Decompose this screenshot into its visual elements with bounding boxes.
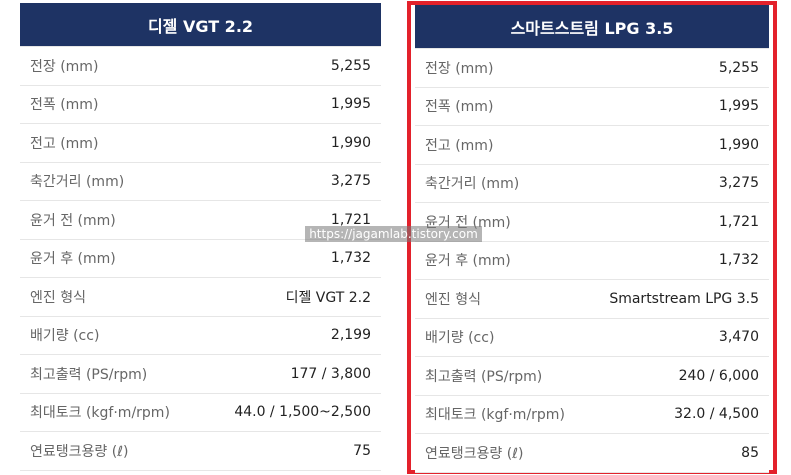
row-value: 1,995 <box>330 96 371 113</box>
row-value: 32.0 / 4,500 <box>674 406 759 423</box>
row-label: 축간거리 (mm) <box>425 176 520 193</box>
row-value: 1,721 <box>718 213 759 230</box>
table-row: 전폭 (mm) 1,995 <box>20 86 381 124</box>
row-value: 85 <box>741 444 759 461</box>
row-label: 연료탱크용량 (ℓ) <box>425 445 524 462</box>
row-label: 전장 (mm) <box>425 60 494 77</box>
row-value: 디젤 VGT 2.2 <box>285 289 371 306</box>
table-row: 엔진 형식 Smartstream LPG 3.5 <box>415 280 769 319</box>
row-value: Smartstream LPG 3.5 <box>609 290 759 307</box>
row-label: 축간거리 (mm) <box>30 174 125 191</box>
row-label: 윤거 후 (mm) <box>30 251 116 268</box>
table-title: 디젤 VGT 2.2 <box>20 3 381 46</box>
table-title: 스마트스트림 LPG 3.5 <box>415 5 769 48</box>
row-value: 240 / 6,000 <box>678 367 759 384</box>
row-value: 1,990 <box>330 134 371 151</box>
watermark: https://jagamlab.tistory.com <box>305 226 482 242</box>
row-value: 44.0 / 1,500~2,500 <box>234 404 371 421</box>
row-value: 1,732 <box>330 250 371 267</box>
row-label: 배기량 (cc) <box>30 328 100 345</box>
table-row: 윤거 후 (mm) 1,732 <box>415 242 769 280</box>
row-label: 전고 (mm) <box>425 137 494 154</box>
table-row: 축간거리 (mm) 3,275 <box>20 163 381 201</box>
row-label: 엔진 형식 <box>30 289 86 306</box>
table-row: 윤거 후 (mm) 1,732 <box>20 240 381 278</box>
table-row: 배기량 (cc) 2,199 <box>20 317 381 355</box>
spec-rows: 전장 (mm) 5,255 전폭 (mm) 1,995 전고 (mm) 1,990 축간거리… <box>415 48 769 473</box>
row-value: 3,275 <box>330 173 371 190</box>
row-label: 엔진 형식 <box>425 291 481 308</box>
row-value: 1,721 <box>330 211 371 228</box>
row-value: 75 <box>353 442 371 459</box>
row-label: 전폭 (mm) <box>425 99 494 116</box>
row-label: 최고출력 (PS/rpm) <box>30 366 148 383</box>
spec-table-diesel: 디젤 VGT 2.2 전장 (mm) 5,255 전폭 (mm) 1,995 전고 (m… <box>20 3 381 471</box>
table-row: 전장 (mm) 5,255 <box>415 49 769 88</box>
row-label: 최고출력 (PS/rpm) <box>425 368 543 385</box>
row-label: 전장 (mm) <box>30 58 99 75</box>
table-row: 전고 (mm) 1,990 <box>415 126 769 165</box>
table-row: 전장 (mm) 5,255 <box>20 47 381 86</box>
row-label: 전고 (mm) <box>30 135 99 152</box>
row-label: 최대토크 (kgf·m/rpm) <box>425 407 565 424</box>
table-row: 연료탱크용량 (ℓ) 85 <box>415 434 769 473</box>
row-label: 연료탱크용량 (ℓ) <box>30 443 129 460</box>
row-value: 5,255 <box>718 59 759 76</box>
row-label: 윤거 후 (mm) <box>425 253 511 270</box>
table-row: 최고출력 (PS/rpm) 240 / 6,000 <box>415 357 769 396</box>
row-value: 1,732 <box>718 252 759 269</box>
table-row: 최대토크 (kgf·m/rpm) 32.0 / 4,500 <box>415 396 769 434</box>
row-value: 3,275 <box>718 175 759 192</box>
row-label: 최대토크 (kgf·m/rpm) <box>30 405 170 422</box>
table-row: 엔진 형식 디젤 VGT 2.2 <box>20 278 381 317</box>
spec-table-lpg: 스마트스트림 LPG 3.5 전장 (mm) 5,255 전폭 (mm) 1,995 전… <box>407 1 777 474</box>
row-value: 177 / 3,800 <box>290 365 371 382</box>
table-row: 배기량 (cc) 3,470 <box>415 319 769 357</box>
row-value: 1,990 <box>718 136 759 153</box>
row-value: 2,199 <box>330 327 371 344</box>
row-label: 윤거 전 (mm) <box>30 212 116 229</box>
row-label: 전폭 (mm) <box>30 97 99 114</box>
row-value: 5,255 <box>330 57 371 74</box>
table-row: 전고 (mm) 1,990 <box>20 124 381 163</box>
spec-rows: 전장 (mm) 5,255 전폭 (mm) 1,995 전고 (mm) 1,990 축간거리… <box>20 46 381 471</box>
row-label: 배기량 (cc) <box>425 330 495 347</box>
table-row: 연료탱크용량 (ℓ) 75 <box>20 432 381 471</box>
table-row: 축간거리 (mm) 3,275 <box>415 165 769 203</box>
table-row: 전폭 (mm) 1,995 <box>415 88 769 126</box>
table-row: 최대토크 (kgf·m/rpm) 44.0 / 1,500~2,500 <box>20 394 381 432</box>
row-value: 3,470 <box>718 329 759 346</box>
row-value: 1,995 <box>718 98 759 115</box>
table-row: 최고출력 (PS/rpm) 177 / 3,800 <box>20 355 381 394</box>
